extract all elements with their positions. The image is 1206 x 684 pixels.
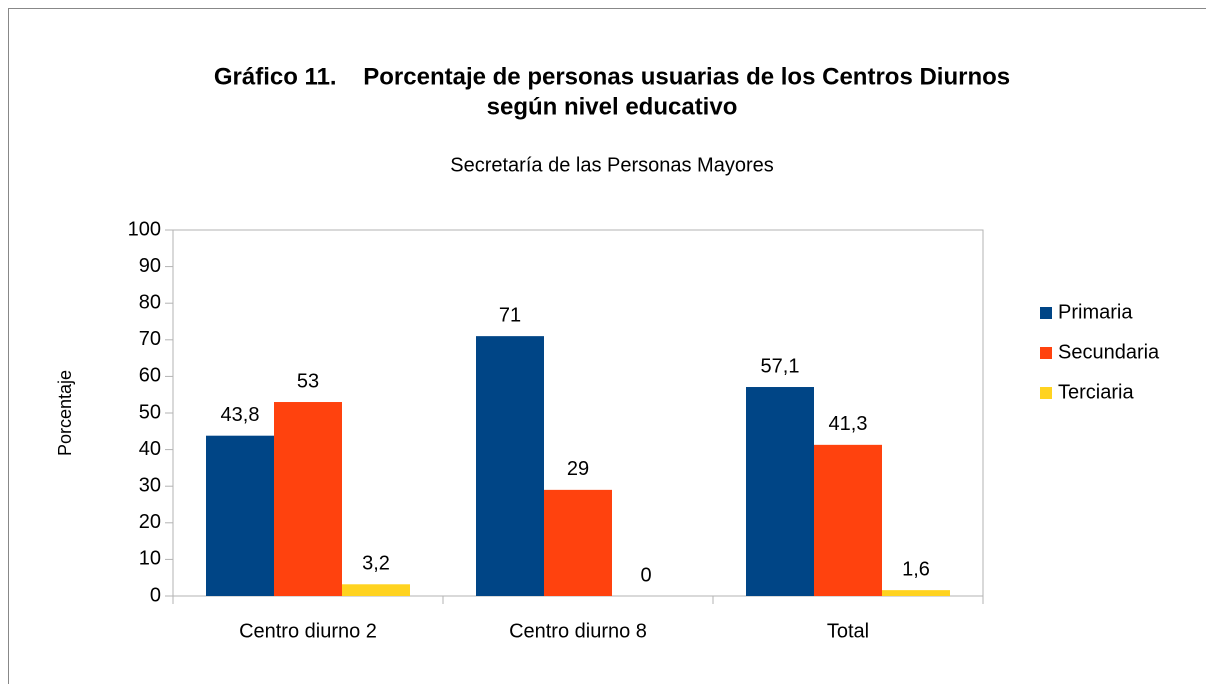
y-tick-label: 50 <box>139 401 161 423</box>
y-tick-label: 10 <box>139 548 161 570</box>
x-tick-label: Centro diurno 2 <box>239 620 377 642</box>
x-tick-label: Centro diurno 8 <box>509 620 647 642</box>
frame <box>8 8 1206 684</box>
data-label: 29 <box>567 458 589 480</box>
chart-title: según nivel educativo <box>487 93 738 120</box>
data-label: 3,2 <box>362 553 390 575</box>
data-label: 57,1 <box>761 355 800 377</box>
legend-swatch <box>1040 387 1052 399</box>
data-label: 71 <box>499 304 521 326</box>
data-label: 41,3 <box>829 413 868 435</box>
data-label: 53 <box>297 370 319 392</box>
bar <box>746 387 814 596</box>
y-tick-label: 80 <box>139 291 161 313</box>
bar <box>544 489 612 596</box>
legend-label: Secundaria <box>1058 341 1160 363</box>
bar <box>814 444 882 596</box>
bar <box>476 336 544 596</box>
data-label: 43,8 <box>221 404 260 426</box>
y-tick-label: 100 <box>128 218 161 240</box>
bar <box>342 584 410 596</box>
legend-swatch <box>1040 307 1052 319</box>
y-tick-label: 70 <box>139 328 161 350</box>
bar <box>882 590 950 596</box>
data-label: 1,6 <box>902 558 930 580</box>
chart-title: Gráfico 11. Porcentaje de personas usuar… <box>214 63 1010 90</box>
data-label: 0 <box>640 564 651 586</box>
y-tick-label: 90 <box>139 255 161 277</box>
y-tick-label: 30 <box>139 474 161 496</box>
legend-label: Primaria <box>1058 301 1133 323</box>
bar <box>206 435 274 596</box>
legend-swatch <box>1040 347 1052 359</box>
y-axis-label: Porcentaje <box>55 370 75 456</box>
bar <box>274 402 342 596</box>
x-tick-label: Total <box>827 620 869 642</box>
legend-label: Terciaria <box>1058 381 1134 403</box>
y-tick-label: 60 <box>139 365 161 387</box>
y-tick-label: 0 <box>150 584 161 606</box>
chart-subtitle: Secretaría de las Personas Mayores <box>450 154 774 176</box>
y-tick-label: 40 <box>139 438 161 460</box>
y-tick-label: 20 <box>139 511 161 533</box>
